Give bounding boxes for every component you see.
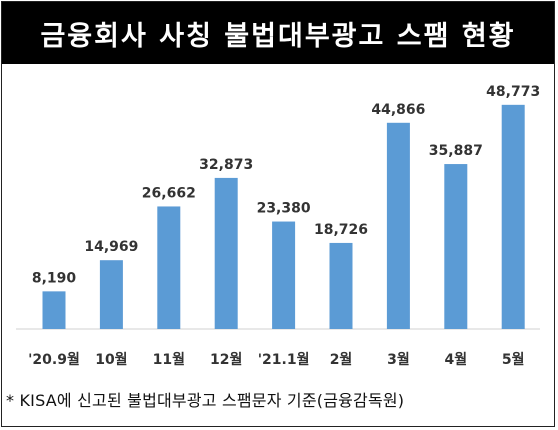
x-tick-label: 5월 — [502, 351, 525, 368]
x-tick-label: '20.9월 — [28, 351, 80, 368]
data-label: 32,873 — [199, 157, 253, 173]
x-tick-label: '21.1월 — [258, 351, 310, 368]
x-tick-label: 10월 — [95, 351, 127, 368]
bar — [157, 206, 181, 329]
bar — [501, 104, 525, 329]
bar — [386, 122, 410, 329]
data-label: 48,773 — [486, 84, 540, 100]
footnote: * KISA에 신고된 불법대부광고 스팸문자 기준(금융감독원) — [6, 391, 405, 410]
data-label: 26,662 — [142, 185, 196, 201]
data-label: 35,887 — [429, 143, 483, 159]
chart-title: 금융회사 사칭 불법대부광고 스팸 현황 — [40, 20, 516, 52]
data-label: 14,969 — [84, 239, 138, 255]
title-bar: 금융회사 사칭 불법대부광고 스팸 현황 — [2, 2, 554, 64]
x-tick-label: 2월 — [330, 351, 353, 368]
x-tick-label: 12월 — [210, 351, 242, 368]
x-tick-label: 11월 — [153, 351, 185, 368]
bar — [444, 164, 468, 329]
data-label: 8,190 — [32, 270, 77, 286]
x-tick-label: 3월 — [387, 351, 410, 368]
bar-chart: 8,190 '20.9월 14,969 10월 26,662 11월 32,873 12월 23… — [16, 84, 540, 368]
x-tick-label: 4월 — [444, 351, 467, 368]
bar — [42, 291, 66, 329]
data-label: 18,726 — [314, 222, 368, 238]
bar — [99, 260, 123, 329]
bar — [272, 221, 296, 329]
data-label: 44,866 — [371, 102, 425, 118]
bar — [329, 242, 353, 329]
bar — [214, 177, 238, 329]
data-label: 23,380 — [257, 201, 311, 217]
